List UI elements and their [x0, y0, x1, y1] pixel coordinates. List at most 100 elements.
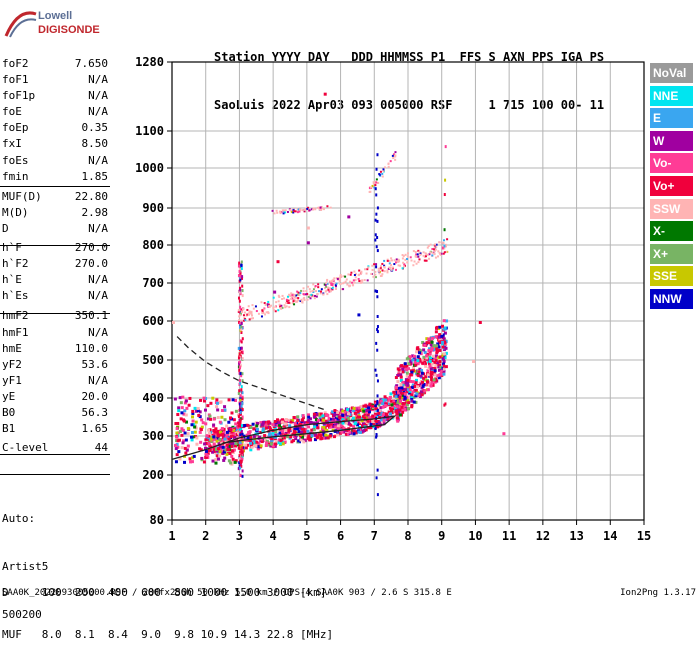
echo-point: [307, 206, 310, 209]
parameter-list: foF2 7.650 foF1 N/A foF1p N/A foE N/A foEp 0.35 fx…: [0, 56, 110, 456]
echo-point: [324, 284, 327, 287]
echo-point: [430, 381, 434, 385]
echo-point: [361, 415, 365, 419]
echo-point: [329, 425, 333, 429]
echo-point: [290, 292, 293, 295]
echo-point: [334, 412, 338, 416]
echo-point: [436, 374, 440, 378]
echo-point: [238, 322, 241, 325]
echo-point: [307, 435, 311, 439]
echo-point: [380, 265, 383, 268]
echo-point: [200, 456, 204, 460]
echo-point: [215, 439, 219, 443]
echo-point: [238, 440, 242, 444]
echo-point: [286, 301, 289, 304]
echo-point: [328, 290, 331, 293]
echo-point: [359, 279, 362, 282]
echo-point: [353, 411, 357, 415]
echo-point: [374, 184, 377, 187]
y-tick-label: 500: [142, 353, 164, 367]
echo-point: [374, 218, 377, 222]
echo-point: [241, 457, 244, 461]
echo-point: [381, 398, 385, 402]
echo-point: [404, 404, 408, 408]
echo-point: [412, 250, 415, 253]
echo-point: [239, 381, 242, 385]
echo-point: [322, 425, 326, 429]
echo-point: [219, 448, 223, 452]
echo-point: [406, 388, 410, 392]
echo-point: [392, 157, 395, 160]
echo-point: [335, 285, 338, 288]
echo-point: [403, 362, 407, 366]
echo-point: [376, 153, 379, 157]
echo-point: [403, 407, 407, 411]
echo-point: [276, 260, 280, 264]
echo-point: [377, 411, 381, 415]
echo-point: [351, 416, 355, 420]
echo-point: [439, 340, 443, 344]
echo-point: [261, 430, 265, 434]
echo-point: [282, 212, 285, 215]
echo-point: [233, 460, 237, 464]
echo-point: [366, 412, 370, 416]
echo-point: [312, 412, 316, 416]
echo-point: [305, 289, 308, 292]
echo-point: [382, 419, 386, 423]
echo-point: [283, 297, 286, 300]
echo-point: [433, 360, 437, 364]
echo-point: [435, 243, 438, 246]
echo-point: [240, 330, 243, 334]
echo-point: [367, 406, 371, 410]
echo-point: [300, 300, 303, 303]
echo-point: [273, 309, 276, 312]
echo-point: [318, 208, 321, 211]
echo-point: [189, 435, 193, 439]
echo-point: [320, 288, 323, 291]
param-row: B1 1.65: [0, 421, 110, 437]
file-info: SAA0K_2022093005000.RSF / 280fx256h 50 k…: [2, 588, 452, 598]
echo-point: [296, 290, 299, 293]
echo-point: [297, 291, 300, 294]
echo-point: [387, 397, 391, 401]
echo-point: [202, 399, 206, 403]
echo-point: [299, 438, 303, 442]
echo-point: [429, 343, 433, 347]
echo-point: [434, 354, 438, 358]
x-tick-label: 9: [438, 529, 445, 543]
echo-point: [398, 413, 402, 417]
echo-point: [357, 277, 360, 280]
echo-point: [373, 182, 376, 185]
echo-point: [376, 290, 379, 294]
echo-point: [239, 433, 242, 437]
echo-point: [241, 350, 244, 354]
echo-point: [427, 366, 431, 370]
legend-item-nnw: NNW: [650, 288, 693, 309]
echo-point: [433, 246, 436, 249]
echo-point: [406, 378, 410, 382]
echo-point: [316, 435, 320, 439]
echo-point: [246, 438, 250, 442]
echo-point: [239, 271, 242, 275]
echo-point: [291, 297, 294, 300]
param-name: M(D): [2, 205, 29, 219]
echo-point: [342, 288, 345, 291]
x-tick-label: 8: [404, 529, 411, 543]
echo-point: [265, 441, 269, 445]
param-row: yE 20.0: [0, 389, 110, 405]
echo-point: [248, 318, 251, 321]
echo-point: [357, 313, 361, 317]
echo-point: [345, 278, 348, 281]
echo-point: [292, 427, 296, 431]
param-name: foF1: [2, 73, 29, 87]
echo-point: [191, 411, 195, 415]
echo-point: [190, 460, 194, 464]
echo-point: [383, 404, 387, 408]
echo-point: [368, 187, 371, 190]
echo-point: [323, 92, 327, 96]
echo-point: [230, 454, 234, 458]
echo-point: [399, 389, 403, 393]
echo-point: [252, 307, 255, 310]
echo-point: [425, 337, 429, 341]
echo-point: [295, 297, 298, 300]
